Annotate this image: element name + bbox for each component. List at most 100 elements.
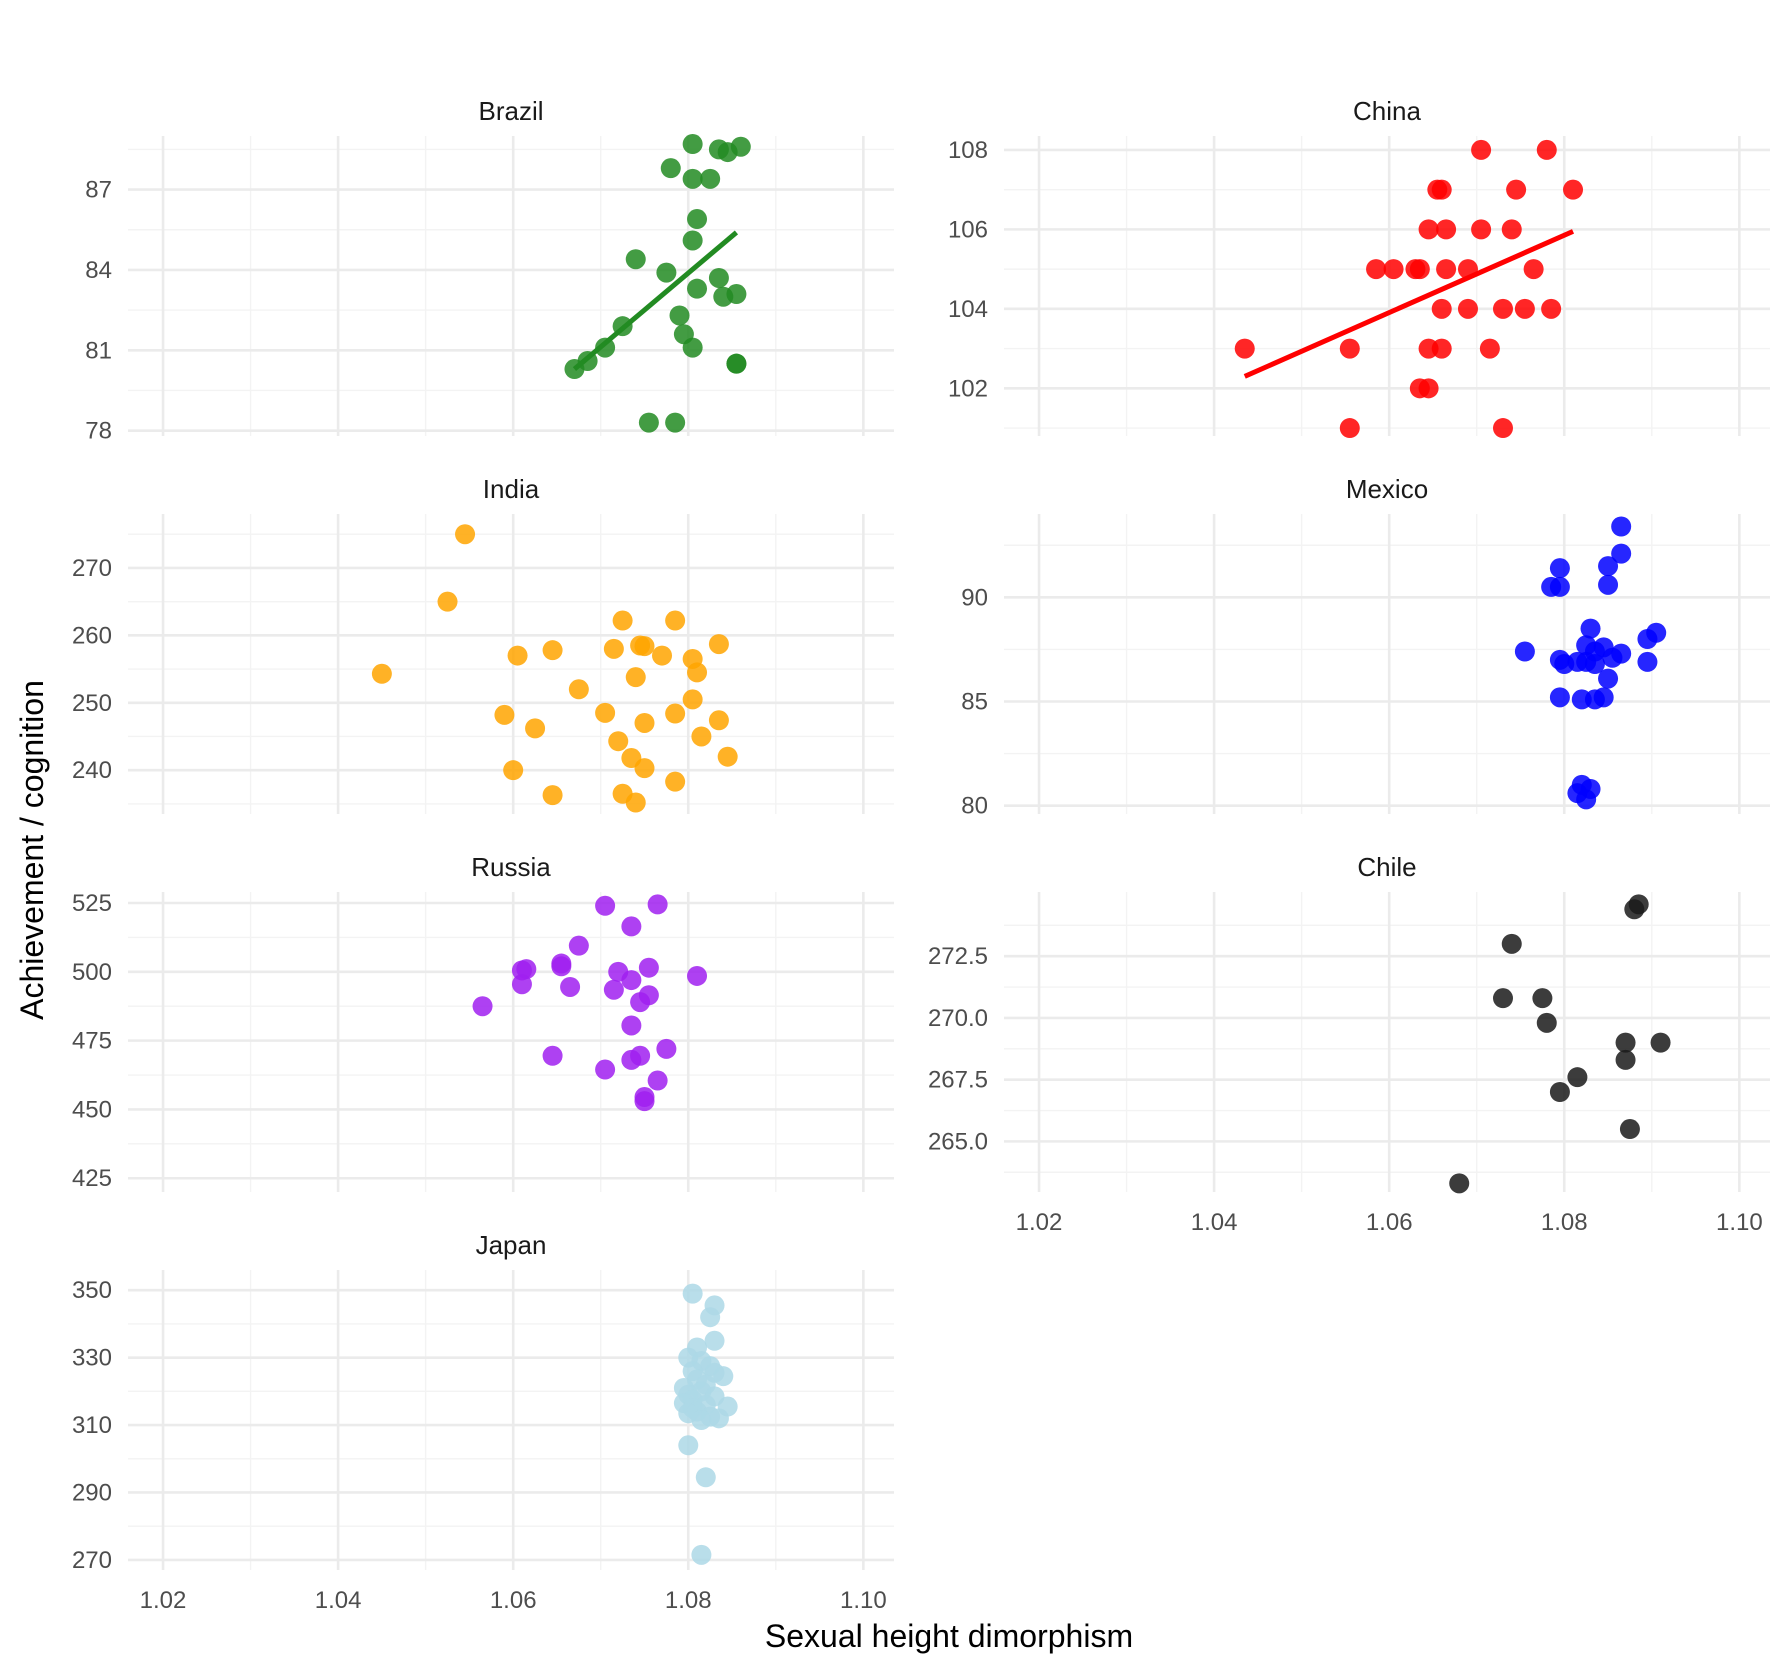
data-point <box>542 640 563 661</box>
x-tick-label: 1.10 <box>1716 1209 1763 1236</box>
points <box>472 894 708 1112</box>
panel-title: Japan <box>476 1230 547 1260</box>
data-point <box>1234 338 1255 359</box>
points <box>1449 894 1671 1194</box>
data-point <box>708 1408 729 1429</box>
data-point <box>1650 1032 1671 1053</box>
data-point <box>595 702 616 723</box>
data-point <box>511 974 532 995</box>
gridlines <box>128 892 894 1192</box>
data-point <box>1501 219 1522 240</box>
panel-brazil: Brazil 78 81 84 87 <box>85 96 894 445</box>
data-point <box>1567 1067 1588 1088</box>
data-point <box>503 760 524 781</box>
data-point <box>713 1366 734 1387</box>
data-point <box>652 645 673 666</box>
y-tick-label: 270 <box>72 1547 112 1574</box>
data-point <box>638 957 659 978</box>
data-point <box>1563 179 1584 200</box>
y-tick-label: 450 <box>72 1096 112 1123</box>
data-point <box>1637 651 1658 672</box>
data-point <box>1501 933 1522 954</box>
points <box>564 134 751 433</box>
data-point <box>708 267 729 288</box>
data-point <box>691 1544 712 1565</box>
data-point <box>1549 687 1570 708</box>
data-point <box>1532 988 1553 1009</box>
data-point <box>621 970 642 991</box>
data-point <box>494 704 515 725</box>
panel-title: Chile <box>1357 852 1416 882</box>
data-point <box>560 976 581 997</box>
data-point <box>608 731 629 752</box>
data-point <box>630 992 651 1013</box>
data-point <box>1492 418 1513 439</box>
data-point <box>1624 899 1645 920</box>
y-tick-label: 350 <box>72 1277 112 1304</box>
gridlines <box>128 1270 894 1570</box>
data-point <box>682 337 703 358</box>
x-tick-label: 1.04 <box>1191 1209 1238 1236</box>
data-point <box>507 645 528 666</box>
y-tick-label: 310 <box>72 1412 112 1439</box>
y-tick-label: 290 <box>72 1479 112 1506</box>
y-tick-label: 267.5 <box>928 1067 988 1094</box>
panel-mexico: Mexico 80 85 90 <box>961 474 1770 820</box>
data-point <box>713 286 734 307</box>
data-point <box>1549 576 1570 597</box>
data-point <box>691 726 712 747</box>
data-point <box>1541 298 1562 319</box>
data-point <box>1619 1119 1640 1140</box>
data-point <box>625 792 646 813</box>
y-tick-label: 475 <box>72 1028 112 1055</box>
data-point <box>634 758 655 779</box>
data-point <box>551 956 572 977</box>
data-point <box>634 1091 655 1112</box>
data-point <box>1471 139 1492 160</box>
x-tick-label: 1.08 <box>665 1587 712 1614</box>
data-point <box>1457 298 1478 319</box>
x-tick-label: 1.08 <box>1541 1209 1588 1236</box>
points <box>1514 516 1667 810</box>
data-point <box>1536 139 1557 160</box>
data-point <box>704 1330 725 1351</box>
data-point <box>708 634 729 655</box>
data-point <box>1492 988 1513 1009</box>
data-point <box>682 134 703 155</box>
y-tick-label: 272.5 <box>928 943 988 970</box>
x-tick-label: 1.10 <box>840 1587 887 1614</box>
y-tick-label: 425 <box>72 1165 112 1192</box>
data-point <box>542 1045 563 1066</box>
y-tick-label: 90 <box>961 584 988 611</box>
data-point <box>665 610 686 631</box>
trend-line <box>1243 229 1575 379</box>
data-point <box>1436 259 1457 280</box>
data-point <box>630 1045 651 1066</box>
y-tick-label: 81 <box>85 337 112 364</box>
gridlines <box>1004 514 1770 814</box>
data-point <box>647 1070 668 1091</box>
panels: Brazil 78 81 84 87 China 102 104 106 108 India 240 2… <box>72 96 1770 1614</box>
data-point <box>1598 668 1619 689</box>
points <box>371 524 738 813</box>
points <box>1234 139 1584 439</box>
trend-line <box>572 230 739 371</box>
data-point <box>472 996 493 1017</box>
y-tick-label: 104 <box>948 296 988 323</box>
data-point <box>730 136 751 157</box>
data-point <box>1611 516 1632 537</box>
data-point <box>1514 298 1535 319</box>
x-tick-label: 1.06 <box>490 1587 537 1614</box>
data-point <box>1637 629 1658 649</box>
data-point <box>1431 179 1452 200</box>
data-point <box>682 230 703 251</box>
data-point <box>691 1410 712 1430</box>
data-point <box>708 710 729 731</box>
data-point <box>687 209 708 230</box>
data-point <box>511 960 532 981</box>
y-tick-label: 270 <box>72 555 112 582</box>
data-point <box>682 689 703 710</box>
data-point <box>1383 259 1404 280</box>
data-point <box>665 771 686 792</box>
points <box>673 1283 738 1565</box>
